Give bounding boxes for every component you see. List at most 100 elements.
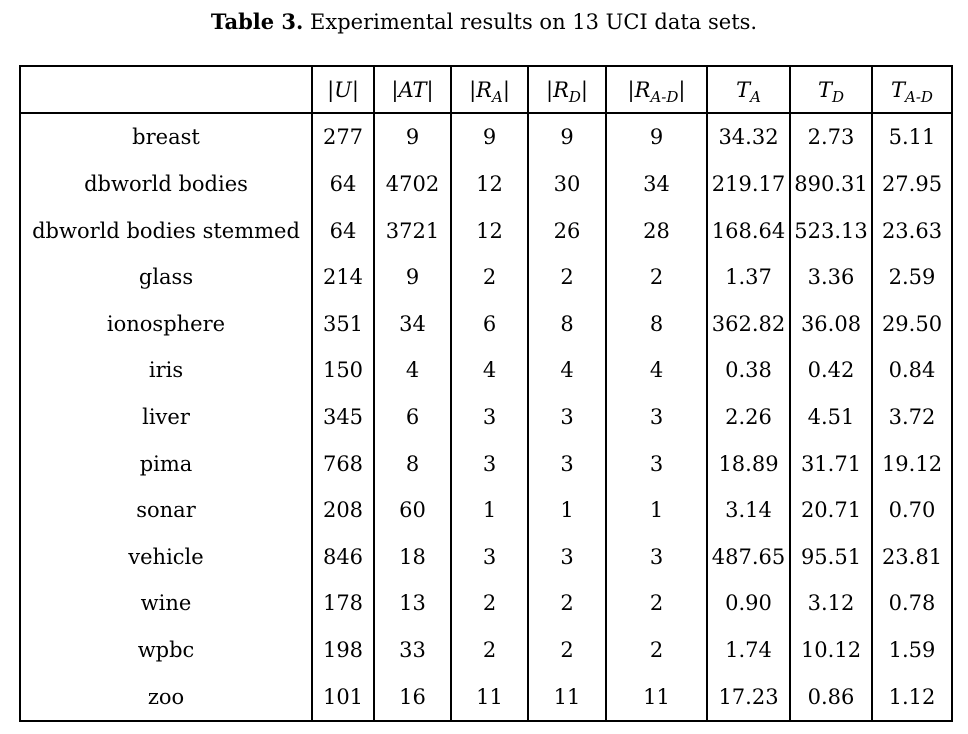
math-subscript: D [831,87,845,106]
value-cell: 846 [311,533,374,581]
value-cell: 2 [605,253,707,301]
value-cell: 214 [311,253,374,301]
table-row: pima 768 8 3 3 3 18.89 31.71 19.12 [20,440,952,487]
math-bar: | [327,77,335,102]
row-label: glass [138,265,194,290]
table-row: dbworld bodies stemmed 64 3721 12 26 28 168.64… [20,207,952,254]
value-cell: 0.70 [871,486,952,534]
value-cell: 101 [311,673,374,721]
value-cell: 1.74 [706,626,790,674]
value-cell: 1 [450,486,528,534]
row-label: ionosphere [106,311,226,336]
value-cell: 3721 [373,207,451,254]
row-label: dbworld bodies stemmed [32,218,300,243]
value-cell: 0.38 [706,347,790,394]
value-cell: 34 [605,160,707,208]
value-cell: 17.23 [706,673,790,721]
math-bar: | [426,77,434,102]
value-cell: 60 [373,486,451,534]
value-cell: 8 [527,300,606,348]
math-subscript: A [750,87,761,106]
value-cell: 26 [527,207,606,254]
value-cell: 168.64 [706,207,790,254]
value-cell: 351 [311,300,374,348]
value-cell: 0.86 [789,673,872,721]
row-label: liver [142,404,190,429]
table-caption: Table 3. Experimental results on 13 UCI … [0,8,968,36]
value-cell: 2 [605,580,707,627]
value-cell: 18 [373,533,451,581]
row-label: iris [148,358,184,383]
caption-label: Table 3. [210,9,304,34]
value-cell: 6 [450,300,528,348]
value-cell: 64 [311,160,374,208]
value-cell: 0.90 [706,580,790,627]
value-cell: 2 [527,253,606,301]
math-subscript: A [491,87,503,106]
value-cell: 2 [527,580,606,627]
table-row: vehicle 846 18 3 3 3 487.65 95.51 23.81 [20,533,952,581]
math-symbol: T [736,77,751,102]
value-cell: 3.14 [706,486,790,534]
value-cell: 9 [605,113,707,161]
value-cell: 150 [311,347,374,394]
row-label: wine [140,591,192,616]
table-row: wpbc 198 33 2 2 2 1.74 10.12 1.59 [20,626,952,674]
value-cell: 10.12 [789,626,872,674]
value-cell: 16 [373,673,451,721]
value-cell: 4702 [373,160,451,208]
value-cell: 4 [373,347,451,394]
value-cell: 3.12 [789,580,872,627]
value-cell: 768 [311,440,374,487]
header-empty [20,66,312,114]
math-symbol: T [817,77,832,102]
table-row: sonar 208 60 1 1 1 3.14 20.71 0.70 [20,486,952,534]
header-row: |U| |AT| |RA| |RD| |RA-D| TA TD TA-D [20,66,952,114]
table-row: zoo 101 16 11 11 11 17.23 0.86 1.12 [20,673,952,721]
value-cell: 6 [373,393,451,441]
header-TAD: TA-D [871,66,952,114]
caption-text: Experimental results on 13 UCI data sets… [303,10,758,34]
header-TA: TA [706,66,790,114]
value-cell: 5.11 [871,113,952,161]
value-cell: 2 [527,626,606,674]
value-cell: 11 [450,673,528,721]
math-bar: | [469,77,477,102]
value-cell: 0.78 [871,580,952,627]
value-cell: 362.82 [706,300,790,348]
row-label: vehicle [128,544,204,569]
value-cell: 30 [527,160,606,208]
table-row: ionosphere 351 34 6 8 8 362.82 36.08 29.50 [20,300,952,348]
value-cell: 11 [605,673,707,721]
value-cell: 487.65 [706,533,790,581]
value-cell: 23.63 [871,207,952,254]
value-cell: 29.50 [871,300,952,348]
math-bar: | [627,77,635,102]
value-cell: 31.71 [789,440,872,487]
math-bar: | [580,77,588,102]
value-cell: 23.81 [871,533,952,581]
header-TD: TD [789,66,872,114]
value-cell: 198 [311,626,374,674]
math-bar: | [678,77,686,102]
value-cell: 4 [527,347,606,394]
value-cell: 1 [605,486,707,534]
value-cell: 208 [311,486,374,534]
value-cell: 1.12 [871,673,952,721]
value-cell: 3 [605,533,707,581]
math-symbol: R [476,77,492,102]
row-label: pima [139,451,193,476]
value-cell: 2 [450,580,528,627]
math-bar: | [502,77,510,102]
math-subscript: A-D [905,87,933,106]
value-cell: 33 [373,626,451,674]
value-cell: 3.72 [871,393,952,441]
value-cell: 0.84 [871,347,952,394]
value-cell: 2 [605,626,707,674]
table-row: liver 345 6 3 3 3 2.26 4.51 3.72 [20,393,952,441]
value-cell: 1.37 [706,253,790,301]
math-symbol: U [334,77,352,102]
table-row: breast 277 9 9 9 9 34.32 2.73 5.11 [20,113,952,161]
row-label: breast [132,125,200,150]
header-AT: |AT| [373,66,451,114]
